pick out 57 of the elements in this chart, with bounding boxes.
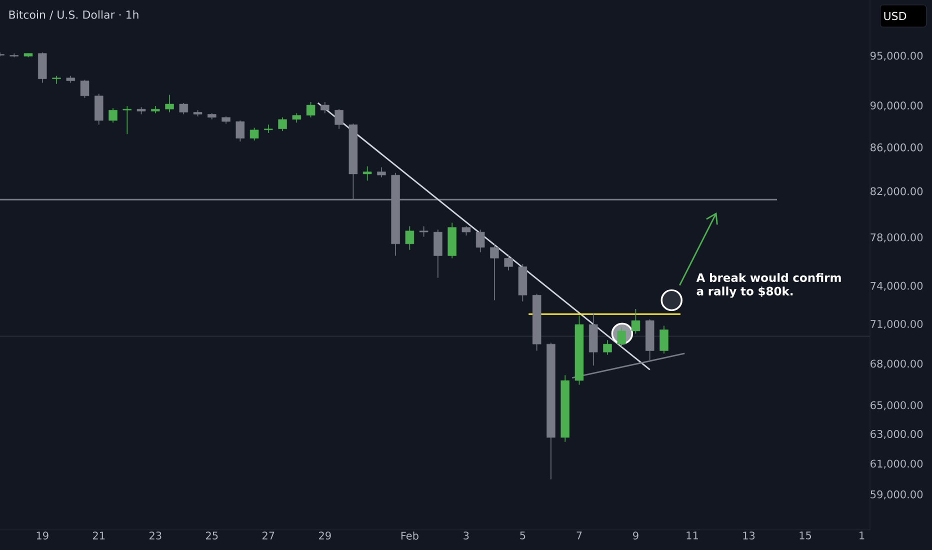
candlestick (250, 127, 259, 141)
candlestick (278, 116, 287, 132)
y-tick-label: 95,000.00 (870, 52, 923, 61)
x-tick-label: 9 (633, 532, 638, 540)
x-tick-label: 1 (860, 532, 864, 540)
candlestick (462, 226, 471, 236)
x-tick-label: 13 (743, 532, 755, 540)
candlestick (504, 254, 513, 271)
candlestick (434, 229, 442, 278)
y-axis-title: USD (884, 12, 906, 20)
text: Bitcoin / U.S. Dollar · 1h (9, 10, 138, 20)
y-tick-label: 63,000.00 (870, 430, 923, 440)
x-tick-label: 5 (520, 532, 526, 540)
candlestick (334, 108, 344, 130)
candlestick (165, 94, 174, 113)
candlestick (603, 340, 612, 356)
candlestick (617, 326, 626, 348)
candlestick (362, 166, 372, 182)
candlestick (52, 75, 61, 84)
candlestick (80, 79, 90, 98)
candlestick (179, 102, 188, 115)
annotation: A break would confirm a rally to $80k. (696, 273, 841, 298)
x-tick-label: 11 (686, 532, 698, 540)
candlestick (306, 102, 316, 118)
candlestick (405, 226, 414, 250)
x-tick-label: 3 (464, 532, 469, 540)
x-tick-label: 7 (576, 532, 582, 540)
y-tick-label: 86,000.00 (870, 143, 923, 152)
y-tick-label: 90,000.00 (870, 102, 923, 111)
x-tick-label: 15 (800, 532, 812, 540)
x-tick-label: 29 (319, 532, 331, 540)
x-tick-label: 27 (262, 532, 274, 540)
x-tick-label: 21 (92, 532, 105, 540)
y-tick-label: 82,000.00 (870, 187, 923, 196)
candlestick (419, 226, 428, 238)
candlestick (320, 102, 330, 114)
candlestick (660, 325, 668, 354)
x-tick-label: Feb (401, 532, 418, 540)
x-tick-label: 23 (149, 532, 162, 540)
y-tick-label: 65,000.00 (870, 401, 923, 410)
candlestick (108, 108, 118, 123)
y-tick-label: 61,000.00 (870, 460, 923, 469)
y-tick-label: 71,000.00 (870, 320, 923, 329)
y-tick-label: 68,000.00 (870, 360, 923, 369)
x-tick-label: 19 (36, 532, 48, 540)
x-tick-label: 25 (206, 532, 218, 540)
y-tick-label: 74,000.00 (870, 282, 923, 291)
candlestick (122, 106, 132, 134)
candlestick (490, 244, 499, 301)
y-tick-label: 78,000.00 (870, 233, 923, 242)
candlestick (377, 166, 386, 178)
y-tick-label: 59,000.00 (870, 490, 923, 500)
candlestick (236, 120, 245, 142)
candlestick (631, 308, 640, 334)
candlestick (264, 124, 273, 134)
candlestick (292, 112, 302, 123)
candlestick (476, 229, 485, 253)
